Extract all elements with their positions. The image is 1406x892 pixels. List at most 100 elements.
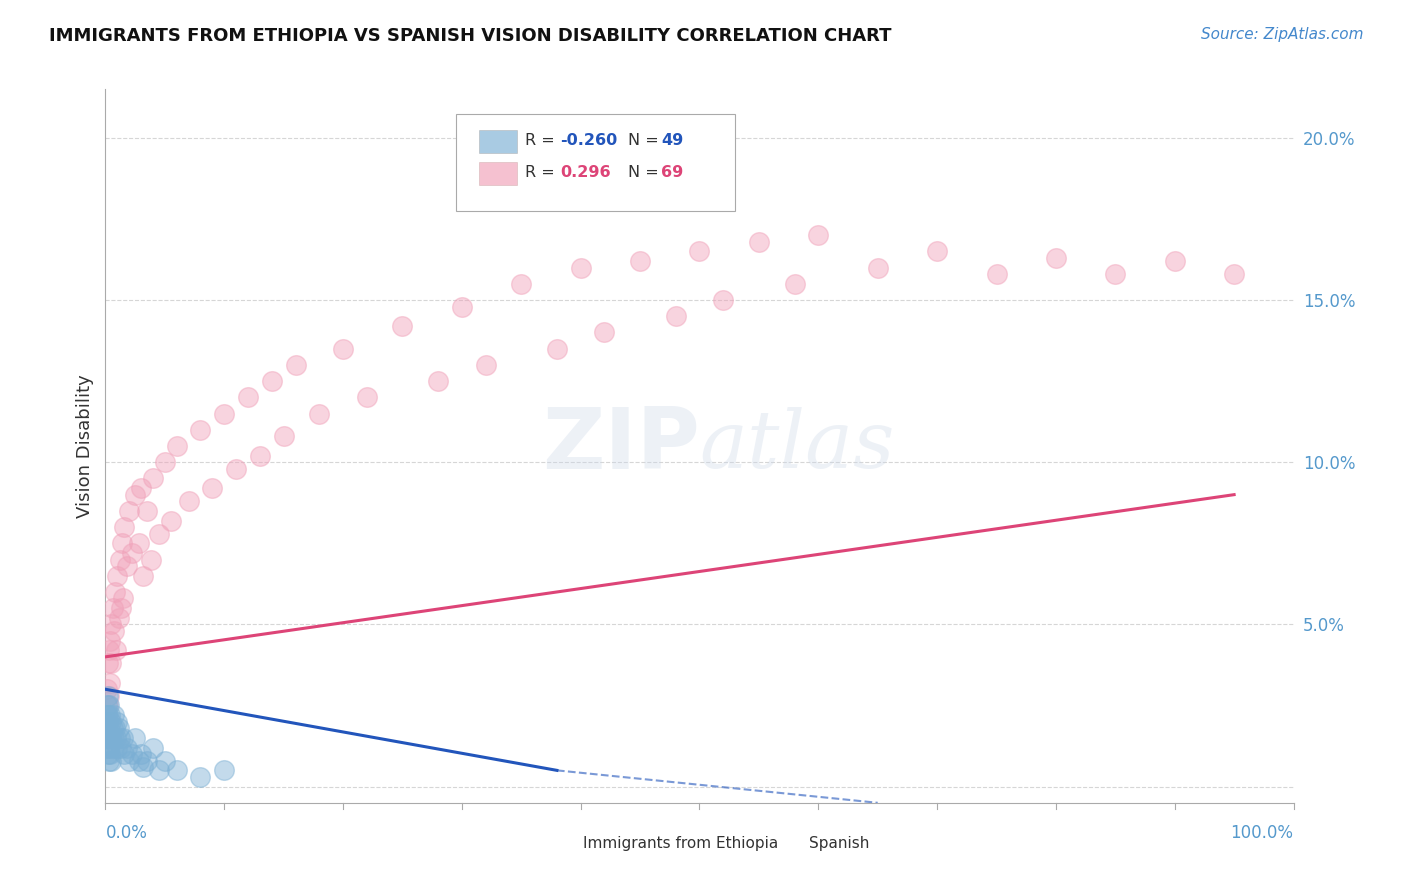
Point	[190, 423, 212, 437]
Text: R =: R =	[524, 133, 560, 148]
Point	[104, 585, 127, 599]
Point	[112, 731, 135, 745]
Point	[97, 657, 120, 671]
Point	[100, 754, 122, 768]
Text: Source: ZipAtlas.com: Source: ZipAtlas.com	[1201, 27, 1364, 42]
Point	[118, 504, 141, 518]
Point	[225, 461, 247, 475]
Point	[97, 747, 120, 761]
Point	[97, 714, 120, 729]
Point	[103, 731, 125, 745]
Point	[97, 708, 120, 723]
Point	[689, 244, 711, 259]
Point	[105, 714, 128, 729]
Point	[96, 721, 118, 735]
Point	[97, 731, 120, 745]
Point	[166, 764, 188, 778]
Point	[214, 764, 236, 778]
Point	[142, 740, 165, 755]
Point	[103, 624, 125, 638]
Point	[94, 714, 117, 729]
Point	[121, 546, 143, 560]
Text: ZIP: ZIP	[541, 404, 700, 488]
Point	[986, 267, 1008, 281]
Point	[128, 754, 150, 768]
FancyBboxPatch shape	[555, 840, 579, 857]
Point	[115, 559, 138, 574]
Point	[273, 429, 295, 443]
Point	[593, 326, 616, 340]
Point	[115, 740, 138, 755]
Point	[98, 698, 121, 713]
Point	[105, 643, 128, 657]
Point	[201, 481, 224, 495]
Point	[124, 731, 146, 745]
Point	[105, 731, 128, 745]
Point	[98, 633, 121, 648]
Point	[391, 318, 413, 333]
Text: IMMIGRANTS FROM ETHIOPIA VS SPANISH VISION DISABILITY CORRELATION CHART: IMMIGRANTS FROM ETHIOPIA VS SPANISH VISI…	[49, 27, 891, 45]
Text: atlas: atlas	[700, 408, 894, 484]
Point	[546, 342, 568, 356]
Point	[105, 740, 128, 755]
Point	[129, 481, 152, 495]
Point	[98, 643, 121, 657]
Point	[260, 374, 283, 388]
Point	[96, 740, 118, 755]
Point	[356, 390, 378, 404]
Point	[98, 728, 121, 742]
Point	[110, 601, 132, 615]
Point	[98, 675, 121, 690]
Point	[121, 747, 143, 761]
Point	[284, 358, 307, 372]
Point	[665, 310, 688, 324]
Point	[136, 504, 159, 518]
Point	[132, 760, 155, 774]
Point	[236, 390, 259, 404]
Point	[332, 342, 354, 356]
Text: R =: R =	[524, 165, 560, 180]
Point	[177, 494, 200, 508]
Text: Immigrants from Ethiopia: Immigrants from Ethiopia	[583, 836, 779, 851]
Point	[783, 277, 806, 291]
Point	[148, 764, 170, 778]
Point	[112, 591, 135, 606]
Point	[96, 721, 118, 735]
Point	[308, 407, 330, 421]
Point	[474, 358, 496, 372]
Point	[139, 552, 162, 566]
Text: 0.296: 0.296	[561, 165, 612, 180]
Text: -0.260: -0.260	[561, 133, 617, 148]
Text: N =: N =	[628, 133, 664, 148]
Point	[96, 731, 118, 745]
Point	[98, 740, 121, 755]
FancyBboxPatch shape	[478, 130, 516, 153]
Text: Spanish: Spanish	[808, 836, 869, 851]
Point	[427, 374, 450, 388]
Point	[107, 721, 129, 735]
Text: N =: N =	[628, 165, 664, 180]
Text: 49: 49	[661, 133, 683, 148]
Point	[108, 731, 131, 745]
Point	[129, 747, 152, 761]
Point	[153, 455, 176, 469]
Point	[101, 721, 124, 735]
Point	[153, 754, 176, 768]
Point	[100, 657, 122, 671]
Point	[628, 254, 651, 268]
Point	[100, 617, 122, 632]
Point	[105, 568, 128, 582]
Point	[128, 536, 150, 550]
Point	[101, 740, 124, 755]
Point	[98, 689, 121, 703]
Point	[148, 526, 170, 541]
Point	[569, 260, 592, 275]
Point	[136, 754, 159, 768]
Point	[103, 708, 125, 723]
FancyBboxPatch shape	[478, 162, 516, 185]
Point	[110, 740, 132, 755]
Point	[96, 708, 118, 723]
Point	[142, 471, 165, 485]
Point	[807, 228, 830, 243]
Point	[866, 260, 889, 275]
